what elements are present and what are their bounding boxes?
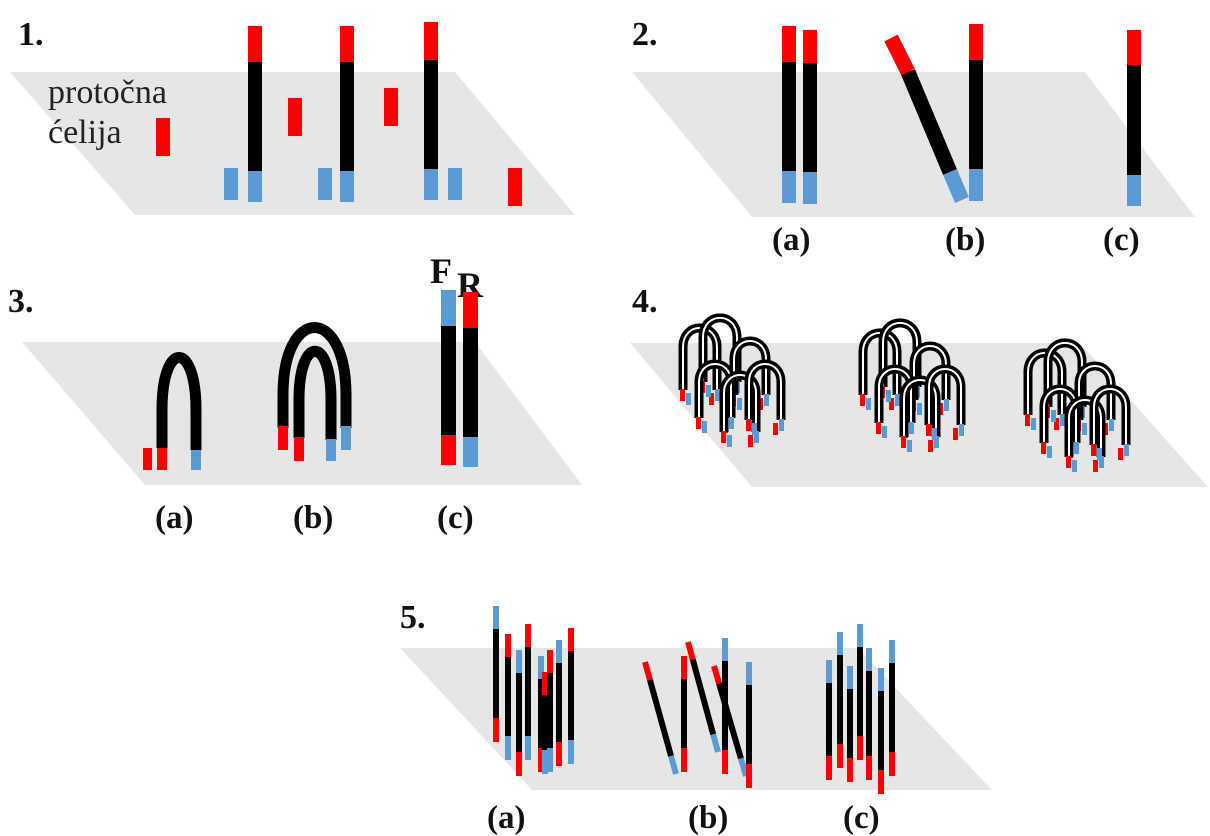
forward-strand-label: F xyxy=(430,251,452,291)
free-red-adapter xyxy=(384,88,398,126)
free-red-adapter xyxy=(143,448,152,470)
free-blue-adapter xyxy=(318,168,332,200)
tilted-dna-strand xyxy=(884,34,969,203)
sequenced-strand xyxy=(505,634,511,760)
sequenced-strand xyxy=(857,624,863,760)
sequenced-strand xyxy=(866,648,872,780)
cluster-bridge xyxy=(744,359,786,435)
cluster-bridge xyxy=(719,370,761,447)
sequenced-strand xyxy=(685,641,721,753)
free-red-adapter xyxy=(288,98,302,136)
sequenced-strand xyxy=(847,666,853,782)
sequenced-strand xyxy=(556,640,562,766)
sequenced-strand xyxy=(889,640,895,776)
sequenced-strand xyxy=(826,660,832,780)
step-5-strands xyxy=(493,606,895,794)
cluster-bridge xyxy=(1064,395,1106,472)
cluster-bridge xyxy=(924,364,966,440)
free-red-adapter xyxy=(508,168,522,206)
sequenced-strand xyxy=(681,656,687,772)
cluster-bridge xyxy=(899,375,941,452)
sequenced-strand xyxy=(493,606,499,742)
sequenced-strand xyxy=(516,650,522,776)
sequenced-strand xyxy=(722,638,728,774)
step-3-strands xyxy=(143,290,478,470)
step-3-label-b: (b) xyxy=(293,500,333,536)
step-2-label-b: (b) xyxy=(945,222,985,258)
sequenced-strand xyxy=(525,624,531,760)
sequenced-strand xyxy=(746,662,752,788)
free-blue-adapter xyxy=(224,168,238,200)
dna-strand xyxy=(1127,30,1141,206)
dna-strand xyxy=(424,22,438,200)
double-bridge-strand xyxy=(277,322,352,461)
step-2-label-c: (c) xyxy=(1103,222,1140,258)
dna-strand xyxy=(782,26,796,203)
step-1-strands xyxy=(156,22,522,206)
sequenced-strand xyxy=(642,661,679,775)
sequenced-strand xyxy=(878,668,884,794)
forward-strand xyxy=(441,290,456,465)
flow-cell-label-line1: protočna xyxy=(48,74,167,111)
step-2-label-a: (a) xyxy=(772,222,810,258)
flow-cell-label-line2: ćelija xyxy=(48,114,122,151)
step-3-label-c: (c) xyxy=(437,500,474,536)
dna-strand xyxy=(969,24,983,201)
bridge-strand xyxy=(156,352,202,470)
step-2-number: 2. xyxy=(632,16,658,53)
step-5-label-a: (a) xyxy=(487,800,525,836)
sequenced-strand xyxy=(837,632,843,768)
step-4-number: 4. xyxy=(632,283,658,320)
free-red-adapter xyxy=(156,118,170,156)
step-5-number: 5. xyxy=(400,599,426,636)
flow-cell-plane-2 xyxy=(632,72,1195,217)
sequenced-strand xyxy=(538,656,544,772)
dna-strand xyxy=(340,26,354,202)
sequenced-strand xyxy=(547,650,553,772)
sequenced-strand xyxy=(542,672,548,774)
sequenced-strand xyxy=(568,628,574,764)
reverse-strand xyxy=(463,292,478,467)
free-blue-adapter xyxy=(448,168,462,200)
step-3-number: 3. xyxy=(8,283,34,320)
step-5-label-c: (c) xyxy=(843,800,880,836)
step-2-strands xyxy=(782,24,1141,206)
dna-strand xyxy=(803,30,817,204)
step-4-clusters xyxy=(678,313,1131,472)
dna-strand xyxy=(248,26,262,202)
step-3-label-a: (a) xyxy=(155,500,193,536)
cluster-bridge xyxy=(1089,384,1131,460)
step-1-number: 1. xyxy=(18,16,44,53)
step-5-label-b: (b) xyxy=(688,800,728,836)
